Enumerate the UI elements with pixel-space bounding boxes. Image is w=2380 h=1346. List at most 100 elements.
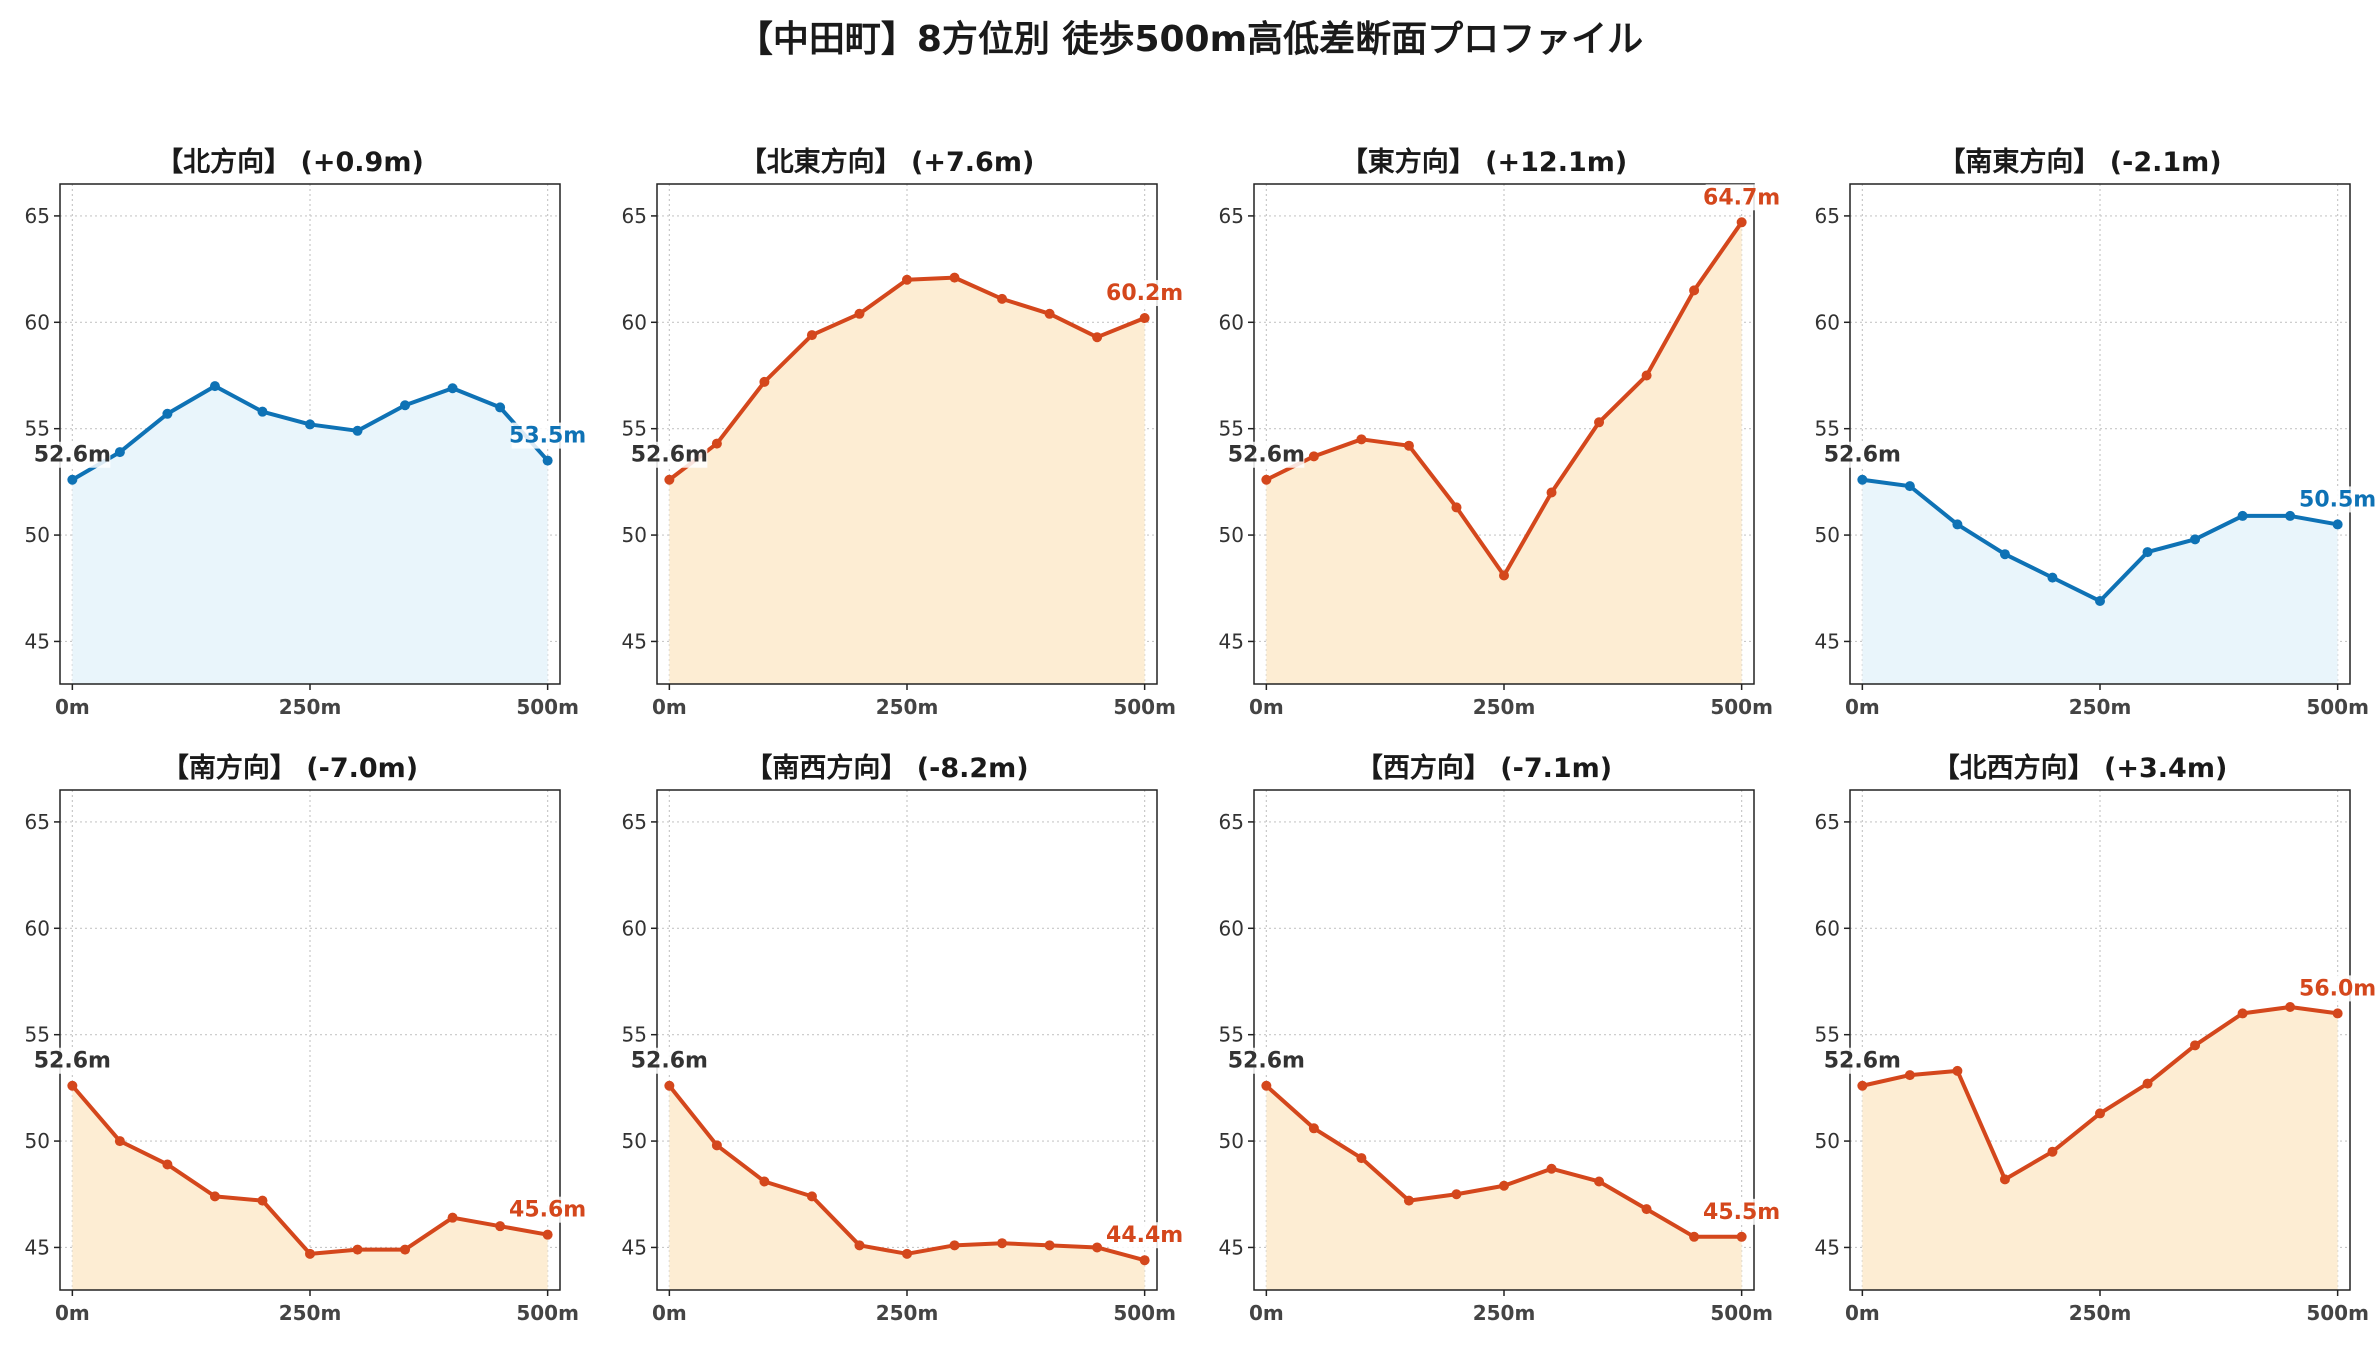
chart-svg: 45 50 55 60 65 0m 250m 500m 52.6m 50.5m (1815, 183, 2376, 719)
start-label-bg (36, 441, 111, 468)
y-tick-label: 45 (622, 1235, 647, 1259)
data-point (949, 1240, 960, 1251)
data-point (1139, 1255, 1150, 1266)
data-point (1952, 519, 1963, 530)
end-value-label: 53.5m (509, 424, 586, 449)
data-point (2095, 596, 2105, 607)
data-point (2237, 510, 2248, 521)
x-tick-label: 250m (876, 1301, 939, 1325)
data-point (759, 376, 770, 387)
data-point (806, 330, 817, 341)
data-point (2142, 547, 2153, 558)
area-fill (669, 277, 1145, 684)
end-label-bg (2301, 486, 2376, 513)
data-point (162, 408, 173, 419)
y-tick-label: 55 (1219, 1023, 1244, 1047)
data-point (352, 1244, 363, 1255)
chart-svg: 45 50 55 60 65 0m 250m 500m 52.6m 44.4m (622, 789, 1183, 1325)
data-point (1308, 451, 1319, 462)
y-tick-label: 65 (622, 810, 647, 834)
y-tick-label: 50 (1219, 1129, 1244, 1153)
y-tick-label: 50 (622, 523, 647, 547)
data-point (2285, 1002, 2296, 1013)
end-label-bg (511, 1196, 586, 1223)
data-point (1308, 1123, 1319, 1134)
panel-title: 【南西方向】 (-8.2m) (745, 753, 1029, 784)
y-tick-label: 60 (622, 916, 647, 940)
y-tick-label: 65 (1219, 204, 1244, 228)
start-label-bg (1230, 441, 1305, 468)
data-point (902, 1248, 912, 1259)
panel-title: 【南方向】 (-7.0m) (161, 753, 419, 784)
chart-svg: 45 50 55 60 65 0m 250m 500m 52.6m 45.5m (1219, 789, 1780, 1325)
panel-title: 【北西方向】 (+3.4m) (1932, 753, 2228, 784)
data-point (2142, 1078, 2153, 1089)
data-point (447, 383, 458, 394)
data-point (257, 1195, 268, 1206)
chart-svg: 45 50 55 60 65 0m 250m 500m 52.6m 64.7m (1219, 183, 1780, 719)
data-point (67, 474, 78, 485)
x-tick-label: 500m (1710, 695, 1773, 719)
y-tick-label: 50 (1219, 523, 1244, 547)
data-point (1952, 1065, 1963, 1076)
data-point (1092, 1242, 1103, 1253)
data-point (902, 274, 912, 285)
y-tick-label: 50 (25, 1129, 50, 1153)
data-point (1999, 1174, 2010, 1185)
data-point (997, 293, 1008, 304)
panel-title: 【東方向】 (+12.1m) (1340, 147, 1628, 178)
area-fill (669, 1085, 1145, 1290)
start-value-label: 52.6m (1228, 1049, 1305, 1074)
x-tick-label: 500m (2306, 1301, 2369, 1325)
start-label-bg (633, 441, 708, 468)
data-point (1139, 313, 1150, 324)
end-value-label: 45.5m (1703, 1200, 1780, 1225)
data-point (2190, 534, 2201, 545)
y-tick-label: 50 (1815, 1129, 1840, 1153)
data-point (949, 272, 960, 283)
data-point (1356, 434, 1367, 445)
data-point (495, 402, 506, 413)
data-point (1736, 217, 1747, 228)
y-tick-label: 55 (1219, 417, 1244, 441)
y-tick-label: 55 (25, 1023, 50, 1047)
x-tick-label: 250m (1473, 695, 1536, 719)
data-point (711, 1140, 722, 1151)
data-point (664, 1080, 675, 1091)
y-tick-label: 65 (1815, 204, 1840, 228)
x-tick-label: 500m (1710, 1301, 1773, 1325)
x-tick-label: 0m (1845, 695, 1880, 719)
x-tick-label: 500m (2306, 695, 2369, 719)
x-tick-label: 0m (1845, 1301, 1880, 1325)
y-tick-label: 45 (1815, 629, 1840, 653)
end-value-label: 60.2m (1106, 281, 1183, 306)
y-tick-label: 65 (25, 204, 50, 228)
y-tick-label: 60 (1815, 310, 1840, 334)
x-tick-label: 250m (279, 695, 342, 719)
data-point (1904, 1070, 1915, 1081)
x-tick-label: 0m (652, 695, 687, 719)
start-value-label: 52.6m (34, 1049, 111, 1074)
data-point (2237, 1008, 2248, 1019)
data-point (1451, 502, 1462, 513)
data-point (1857, 1080, 1868, 1091)
data-point (67, 1080, 78, 1091)
data-point (1857, 474, 1868, 485)
end-label-bg (1108, 1222, 1183, 1249)
data-point (1261, 474, 1272, 485)
panel-northwest: 【北西方向】 (+3.4m) 45 50 55 60 65 0m 250m 500m 52.6m 5… (1800, 746, 2377, 1346)
chart-svg: 45 50 55 60 65 0m 250m 500m 52.6m 56.0m (1815, 789, 2376, 1325)
start-value-label: 52.6m (1824, 1049, 1901, 1074)
data-point (2190, 1040, 2201, 1051)
start-label-bg (36, 1047, 111, 1074)
x-tick-label: 500m (516, 695, 579, 719)
y-tick-label: 45 (25, 629, 50, 653)
panel-east: 【東方向】 (+12.1m) 45 50 55 60 65 0m 250m 500m 52.6m 6… (1204, 140, 1781, 740)
area-fill (1266, 222, 1742, 684)
y-tick-label: 45 (1815, 1235, 1840, 1259)
data-point (2332, 1008, 2343, 1019)
x-tick-label: 0m (652, 1301, 687, 1325)
data-point (1499, 1180, 1509, 1191)
start-value-label: 52.6m (34, 443, 111, 468)
data-point (2047, 572, 2058, 583)
